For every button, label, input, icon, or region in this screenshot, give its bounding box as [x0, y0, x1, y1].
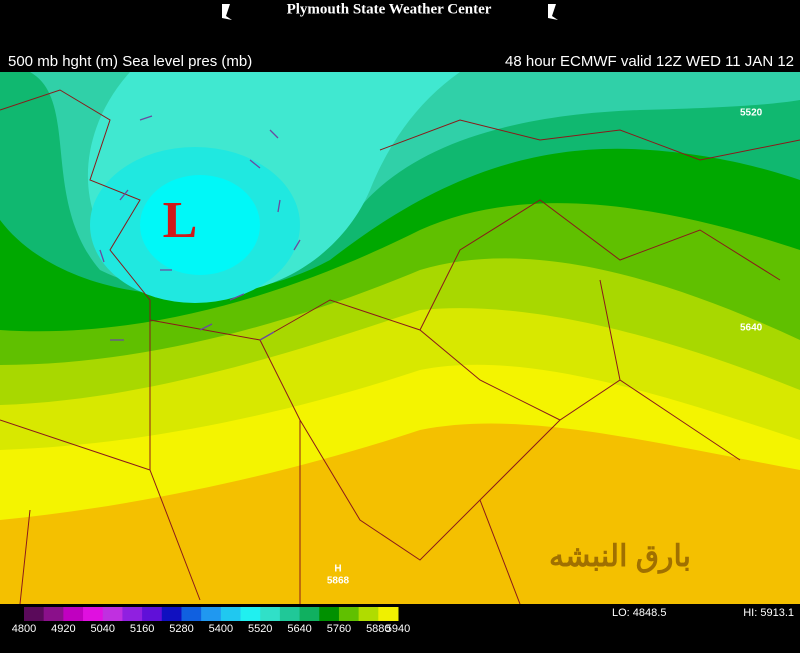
- borders: [0, 89, 800, 604]
- valid-label: 48 hour ECMWF valid 12Z WED 11 JAN 12: [505, 53, 794, 70]
- colorbar-tick-label: 5760: [327, 623, 351, 635]
- color-swatch: [83, 607, 104, 621]
- color-swatch: [240, 607, 261, 621]
- contour-label: 5640: [740, 323, 763, 334]
- contour-label: 5868: [327, 576, 350, 587]
- low-label: L: [163, 192, 198, 249]
- colorbar-tick-label: 5880: [366, 623, 390, 635]
- hi-value: HI: 5913.1: [743, 607, 794, 619]
- color-swatch: [319, 607, 340, 621]
- field-label: 500 mb hght (m) Sea level pres (mb): [8, 53, 252, 70]
- color-swatch: [260, 607, 281, 621]
- colorbar-tick-label: 5160: [130, 623, 154, 635]
- colorbar-tick-label: 5940: [386, 623, 410, 635]
- colorbar-tick-label: 5400: [209, 623, 233, 635]
- colorbar-tick-label: 5640: [287, 623, 311, 635]
- color-swatch: [201, 607, 222, 621]
- color-swatch: [358, 607, 379, 621]
- band: [140, 175, 260, 275]
- color-swatch: [181, 607, 202, 621]
- high-label: H: [334, 564, 341, 575]
- colorbar-tick-label: 4800: [12, 623, 36, 635]
- color-swatch: [378, 607, 399, 621]
- color-swatch: [122, 607, 143, 621]
- contour-label: 5520: [740, 108, 763, 119]
- color-swatch: [161, 607, 182, 621]
- logo-right: [548, 4, 558, 20]
- color-swatch: [63, 607, 84, 621]
- color-swatch: [299, 607, 320, 621]
- color-swatch: [142, 607, 163, 621]
- colorbar-tick-label: 5040: [90, 623, 114, 635]
- wind-arrows: [99, 115, 301, 341]
- lo-value: LO: 4848.5: [612, 607, 666, 619]
- header-title: Plymouth State Weather Center: [287, 1, 492, 17]
- color-swatch: [220, 607, 242, 621]
- color-swatch: [338, 607, 360, 621]
- colorbar-tick-label: 5520: [248, 623, 272, 635]
- watermark: بارق النبشه: [549, 540, 691, 574]
- color-swatch: [279, 607, 301, 621]
- colorbar-tick-label: 5280: [169, 623, 193, 635]
- colorbar: 4800 4920 5040 5160 5280 5400 5520 5640 5760 5880…: [12, 607, 410, 635]
- colorbar-tick-label: 4920: [51, 623, 75, 635]
- color-swatch: [102, 607, 123, 621]
- color-swatch: [43, 607, 64, 621]
- color-swatch: [24, 607, 45, 621]
- map: L 5520 5640 H 5868 بارق النبشه: [0, 72, 800, 604]
- logo-left: [222, 4, 232, 20]
